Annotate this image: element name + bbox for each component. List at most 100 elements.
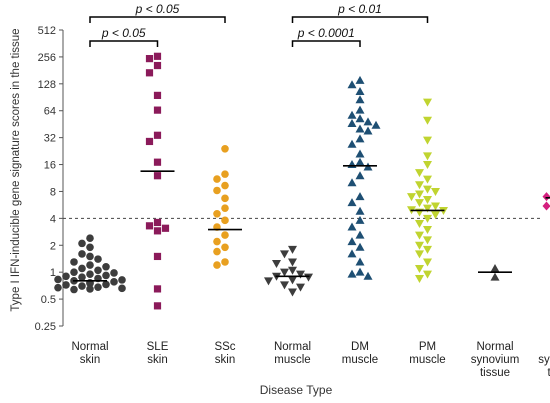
data-point-circle — [221, 204, 229, 212]
data-point-triangle-down — [415, 250, 424, 259]
data-point-triangle-down — [423, 175, 432, 184]
data-point-square — [153, 252, 162, 261]
data-point-triangle-down — [288, 276, 297, 285]
data-point-triangle-down — [423, 116, 432, 125]
data-point-circle — [110, 269, 118, 277]
data-point-circle — [221, 145, 229, 153]
data-point-triangle-down — [288, 288, 297, 297]
y-tick-label: 16 — [44, 160, 56, 172]
data-point-circle — [110, 278, 118, 286]
x-category-label: DM — [351, 341, 369, 353]
y-tick-label: 2 — [50, 240, 56, 252]
p-value-label: p < 0.05 — [101, 26, 146, 40]
data-point-triangle-up — [347, 269, 357, 278]
data-point-triangle-down — [415, 199, 424, 208]
y-tick-label: 0.5 — [41, 294, 56, 306]
data-point-triangle-up — [347, 160, 357, 169]
data-point-triangle-down — [415, 220, 424, 229]
data-point-triangle-up — [371, 120, 381, 129]
data-point-circle — [213, 175, 221, 183]
data-point-circle — [221, 243, 229, 252]
x-category-label: Normal — [274, 341, 311, 353]
y-tick-label: 0.25 — [35, 321, 56, 333]
x-category-label: tissue — [547, 367, 550, 379]
data-point-triangle-down — [423, 152, 432, 161]
data-point-triangle-down — [431, 202, 440, 211]
data-point-circle — [213, 237, 221, 246]
data-point-triangle-up — [490, 263, 500, 272]
data-point-triangle-up — [355, 134, 365, 143]
data-point-circle — [102, 262, 110, 271]
data-points-layer — [54, 52, 550, 310]
y-tick-label: 8 — [50, 186, 56, 198]
data-point-triangle-down — [431, 211, 440, 220]
data-point-circle — [78, 250, 86, 258]
data-point-triangle-up — [355, 149, 365, 158]
data-point-triangle-down — [415, 231, 424, 240]
data-point-square — [153, 106, 162, 114]
y-tick-label: 32 — [44, 133, 56, 145]
data-point-triangle-down — [280, 250, 289, 259]
data-point-circle — [78, 273, 86, 281]
data-point-triangle-up — [347, 178, 357, 187]
data-point-square — [153, 52, 162, 60]
data-point-triangle-up — [347, 80, 357, 89]
data-point-circle — [118, 276, 126, 284]
significance-bracket — [89, 40, 159, 47]
data-point-triangle-down — [423, 98, 432, 107]
x-axis-title: Disease Type — [260, 383, 333, 397]
data-point-circle — [54, 283, 62, 292]
data-point-circle — [118, 284, 126, 293]
data-point-triangle-down — [288, 266, 297, 275]
p-value-label: p < 0.0001 — [297, 26, 355, 40]
data-point-triangle-up — [355, 105, 365, 114]
data-point-triangle-down — [415, 181, 424, 190]
data-point-triangle-down — [423, 258, 432, 267]
data-point-triangle-up — [363, 117, 373, 126]
data-point-circle — [62, 281, 70, 289]
data-point-circle — [86, 234, 94, 242]
data-point-circle — [86, 261, 94, 269]
y-tick-label: 4 — [50, 213, 56, 225]
median-lines-layer — [73, 164, 550, 282]
data-point-circle — [86, 252, 94, 261]
data-point-circle — [86, 285, 94, 293]
data-point-diamond — [542, 192, 550, 202]
data-point-triangle-down — [304, 273, 313, 282]
data-point-circle — [213, 186, 221, 195]
data-point-triangle-up — [355, 242, 365, 251]
data-point-circle — [221, 216, 229, 225]
significance-annotations: p < 0.05 p < 0.05 p < 0.01 p < 0.0001 — [89, 2, 429, 47]
data-point-triangle-down — [415, 241, 424, 250]
data-point-triangle-down — [423, 185, 432, 194]
data-point-circle — [70, 285, 78, 294]
data-point-triangle-up — [355, 171, 365, 180]
data-point-triangle-up — [355, 124, 365, 133]
data-point-triangle-up — [347, 237, 357, 246]
data-point-triangle-up — [347, 198, 357, 207]
data-point-circle — [78, 264, 86, 273]
data-point-circle — [86, 270, 94, 278]
data-point-circle — [221, 170, 229, 178]
data-point-triangle-up — [347, 110, 357, 119]
x-category-label: muscle — [274, 354, 310, 366]
x-axis-category-labels: NormalskinSLEskinSScskinNormalmuscleDMmu… — [71, 341, 550, 379]
data-point-square — [145, 222, 154, 230]
data-point-triangle-up — [363, 271, 373, 280]
data-point-triangle-up — [347, 119, 357, 128]
x-category-label: synovium — [538, 354, 550, 366]
significance-bracket — [89, 16, 226, 23]
data-point-triangle-down — [296, 270, 305, 279]
x-category-label: muscle — [409, 354, 445, 366]
x-category-label: Normal — [476, 341, 513, 353]
data-point-circle — [102, 271, 110, 280]
data-point-triangle-up — [355, 75, 365, 84]
data-point-triangle-down — [415, 190, 424, 199]
data-point-triangle-down — [280, 281, 289, 290]
data-point-circle — [221, 258, 229, 266]
data-point-triangle-up — [363, 126, 373, 135]
data-point-circle — [94, 283, 102, 291]
data-point-triangle-down — [423, 226, 432, 235]
y-tick-label: 1 — [50, 267, 56, 279]
